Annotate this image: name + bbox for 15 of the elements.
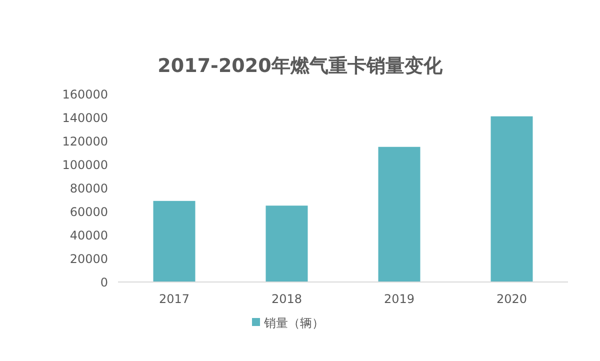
y-tick-label: 160000: [62, 88, 108, 102]
y-tick-label: 120000: [62, 134, 108, 148]
x-tick-label: 2020: [496, 292, 528, 306]
y-tick-label: 0: [100, 276, 108, 290]
chart-title: 2017-2020年燃气重卡销量变化: [158, 55, 444, 77]
y-tick-label: 140000: [62, 111, 108, 125]
y-tick-label: 80000: [70, 182, 108, 196]
y-tick-label: 40000: [70, 228, 108, 242]
y-tick-label: 20000: [70, 252, 108, 266]
y-tick-label: 100000: [62, 158, 108, 172]
x-tick-label: 2017: [158, 292, 190, 306]
x-tick-label: 2018: [271, 292, 302, 306]
legend-label: 销量（辆）: [263, 316, 324, 330]
x-tick-label: 2019: [384, 292, 415, 306]
y-tick-label: 60000: [70, 205, 108, 219]
